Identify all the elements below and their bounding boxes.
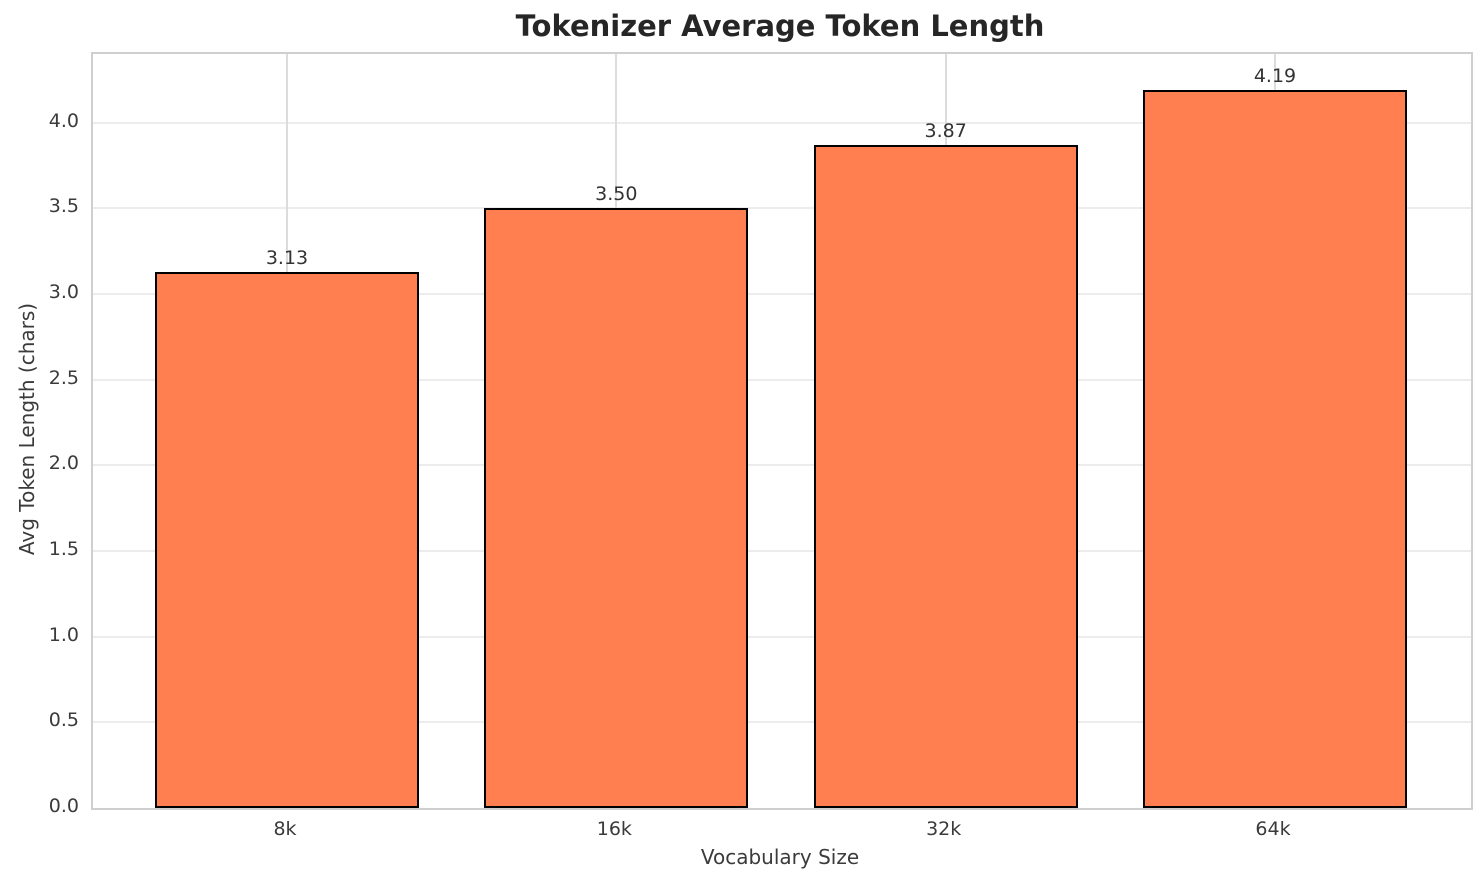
x-tick-label: 8k: [273, 818, 297, 840]
bar-value-label: 4.19: [1253, 64, 1297, 87]
bar-value-label: 3.87: [924, 119, 967, 142]
gridline-horizontal: [93, 207, 1471, 210]
y-tick-label: 1.5: [48, 537, 79, 560]
gridline-horizontal: [93, 464, 1471, 467]
gridline-horizontal: [93, 121, 1471, 124]
chart-title: Tokenizer Average Token Length: [515, 9, 1045, 43]
y-axis-label: Avg Token Length (chars): [15, 302, 39, 556]
x-tick-label: 32k: [926, 818, 962, 840]
bar: [484, 208, 749, 808]
gridline-horizontal: [93, 292, 1471, 295]
gridline-horizontal: [93, 549, 1471, 552]
y-tick-label: 0.0: [48, 795, 79, 817]
y-tick-label: 4.0: [48, 109, 79, 132]
gridline-horizontal: [93, 721, 1471, 724]
x-axis-label: Vocabulary Size: [700, 845, 860, 869]
x-tick-label: 16k: [596, 818, 632, 840]
bar-value-label: 3.50: [595, 183, 638, 206]
plot-area: 3.13 3.50 3.87 4.19: [91, 52, 1473, 810]
y-tick-label: 1.0: [48, 623, 79, 646]
bar: [813, 144, 1078, 808]
y-tick-label: 2.0: [48, 452, 79, 475]
y-tick-label: 0.5: [48, 709, 79, 732]
y-tick-label: 3.5: [48, 195, 79, 218]
gridline-horizontal: [93, 635, 1471, 638]
x-tick-label: 64k: [1255, 818, 1291, 840]
bar-value-label: 3.13: [265, 246, 309, 269]
bar: [1142, 89, 1407, 808]
y-tick-label: 2.5: [48, 366, 79, 389]
bar: [155, 271, 419, 808]
gridline-horizontal: [93, 378, 1471, 381]
y-tick-label: 3.0: [48, 280, 79, 303]
